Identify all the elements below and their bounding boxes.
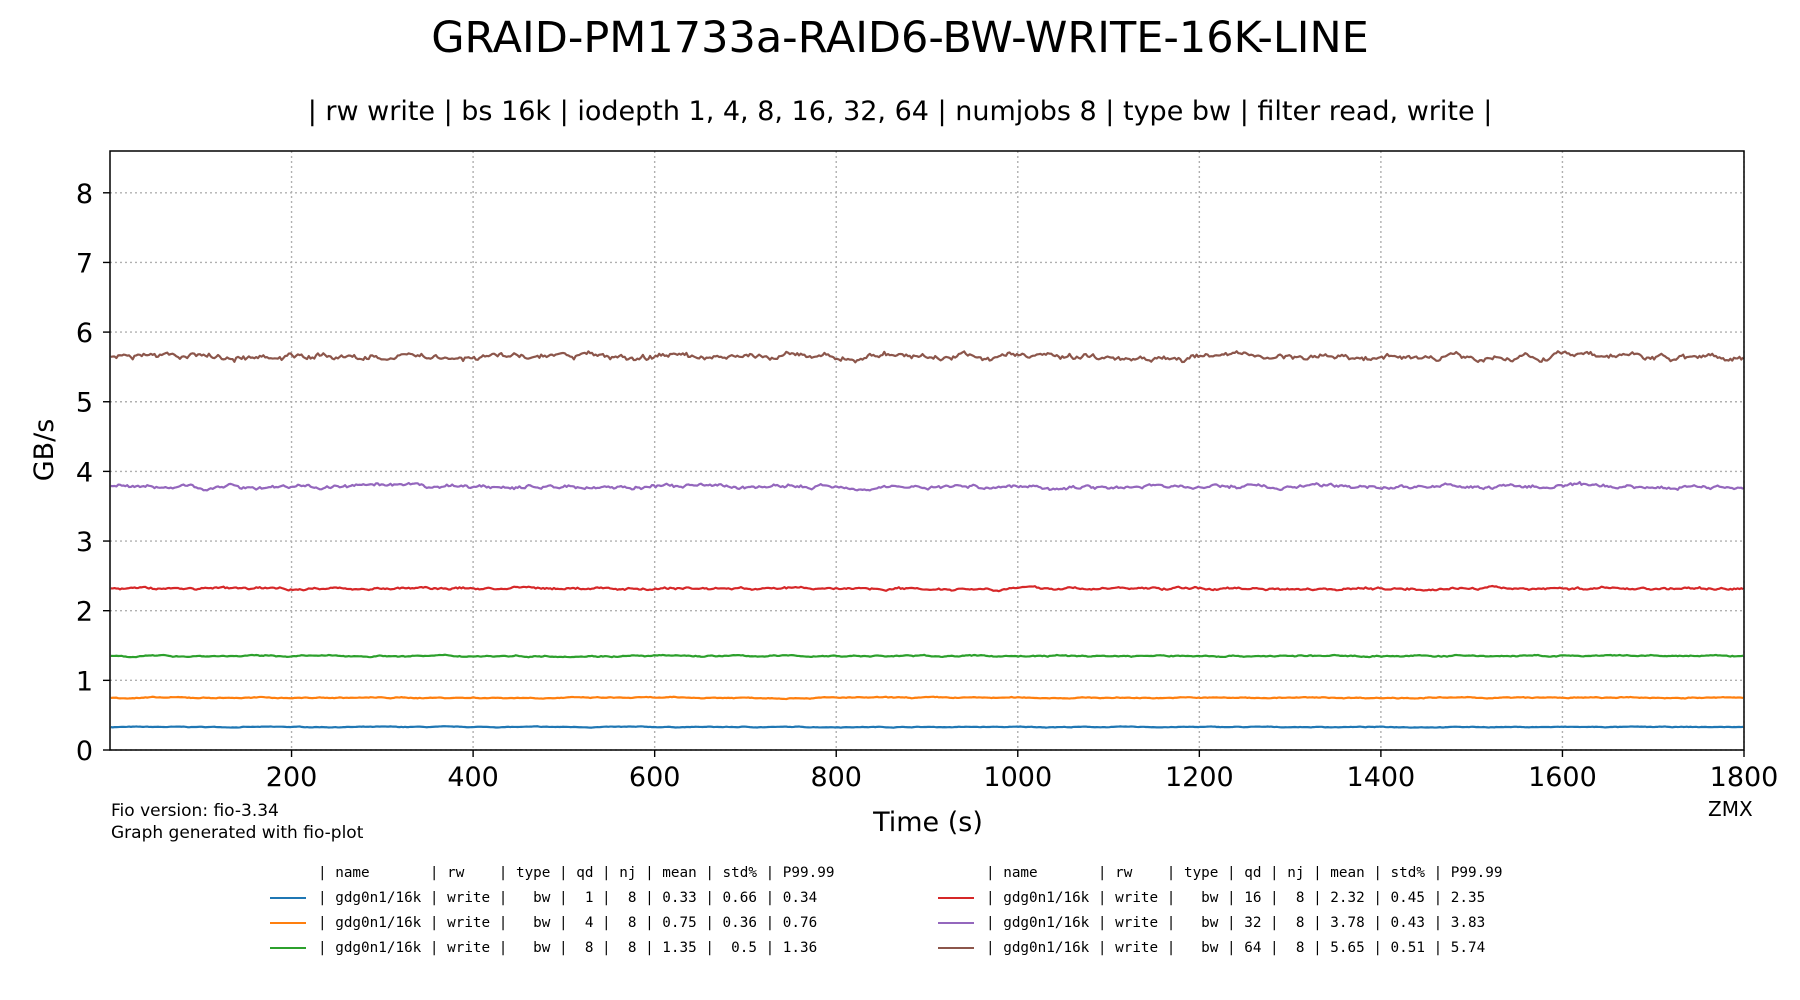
legend-column-left: | name | rw | type | qd | nj | mean | st… [270,860,834,960]
y-tick-label: 1 [76,666,93,697]
x-tick-label: 1400 [1347,762,1416,793]
x-tick-label: 200 [266,762,318,793]
y-tick-label: 2 [76,597,93,628]
series-line-qd-6 [110,350,1744,364]
y-tick-label: 7 [76,248,93,279]
signature-label: ZMX [1708,797,1753,821]
series-line-qd-5 [110,481,1744,492]
legend-swatch [938,896,974,899]
y-tick-label: 0 [76,736,93,767]
x-tick-label: 1000 [983,762,1052,793]
legend-label: | gdg0n1/16k | write | bw | 64 | 8 | 5.6… [986,939,1486,956]
x-tick-label: 800 [810,762,862,793]
legend-entry: | gdg0n1/16k | write | bw | 1 | 8 | 0.33… [270,885,834,910]
chart-legend: | name | rw | type | qd | nj | mean | st… [270,860,1570,970]
series-lines [110,350,1744,729]
y-tick-label: 3 [76,527,93,558]
fio-plot-credit: Graph generated with fio-plot [111,823,364,843]
legend-label: | gdg0n1/16k | write | bw | 1 | 8 | 0.33… [318,889,818,906]
series-line-qd-1 [110,725,1744,729]
x-tick-label: 400 [447,762,499,793]
legend-column-right: | name | rw | type | qd | nj | mean | st… [938,860,1502,960]
x-tick-label: 600 [629,762,681,793]
legend-swatch [938,946,974,949]
legend-swatch [938,921,974,924]
legend-entry: | gdg0n1/16k | write | bw | 32 | 8 | 3.7… [938,910,1502,935]
x-tick-label: 1600 [1528,762,1597,793]
legend-header-text: | name | rw | type | qd | nj | mean | st… [986,864,1503,881]
fio-version-note: Fio version: fio-3.34 [111,801,279,821]
legend-entry: | gdg0n1/16k | write | bw | 16 | 8 | 2.3… [938,885,1502,910]
y-tick-label: 6 [76,318,93,349]
y-tick-label: 5 [76,388,93,419]
grid-lines [110,151,1745,751]
legend-label: | gdg0n1/16k | write | bw | 4 | 8 | 0.75… [318,914,818,931]
legend-entry: | gdg0n1/16k | write | bw | 8 | 8 | 1.35… [270,935,834,960]
series-line-qd-4 [110,584,1744,593]
legend-entry: | gdg0n1/16k | write | bw | 64 | 8 | 5.6… [938,935,1502,960]
y-axis-label: GB/s [29,419,60,482]
chart-title: GRAID-PM1733a-RAID6-BW-WRITE-16K-LINE [431,13,1369,63]
chart-subtitle: | rw write | bs 16k | iodepth 1, 4, 8, 1… [307,96,1493,127]
legend-header: | name | rw | type | qd | nj | mean | st… [270,860,834,885]
y-tick-label: 8 [76,179,93,210]
legend-swatch [270,946,306,949]
y-tick-label: 4 [76,457,93,488]
axis-ticks: 200 400 600 800 1000 1200 1400 1600 1800 0 1 2 3 4 5 6 7… [76,179,1779,793]
x-tick-label: 1200 [1165,762,1234,793]
legend-label: | gdg0n1/16k | write | bw | 16 | 8 | 2.3… [986,889,1486,906]
series-line-qd-3 [110,653,1744,659]
legend-header-text: | name | rw | type | qd | nj | mean | st… [318,864,835,881]
legend-label: | gdg0n1/16k | write | bw | 8 | 8 | 1.35… [318,939,818,956]
legend-label: | gdg0n1/16k | write | bw | 32 | 8 | 3.7… [986,914,1486,931]
x-axis-label: Time (s) [872,807,983,838]
x-tick-label: 1800 [1710,762,1779,793]
series-line-qd-2 [110,695,1744,701]
plot-frame [109,150,1745,751]
legend-header: | name | rw | type | qd | nj | mean | st… [938,860,1502,885]
legend-swatch [270,921,306,924]
legend-swatch [270,896,306,899]
chart-plot: 200 400 600 800 1000 1200 1400 1600 1800 0 1 2 3 4 5 6 7… [29,150,1779,838]
legend-entry: | gdg0n1/16k | write | bw | 4 | 8 | 0.75… [270,910,834,935]
